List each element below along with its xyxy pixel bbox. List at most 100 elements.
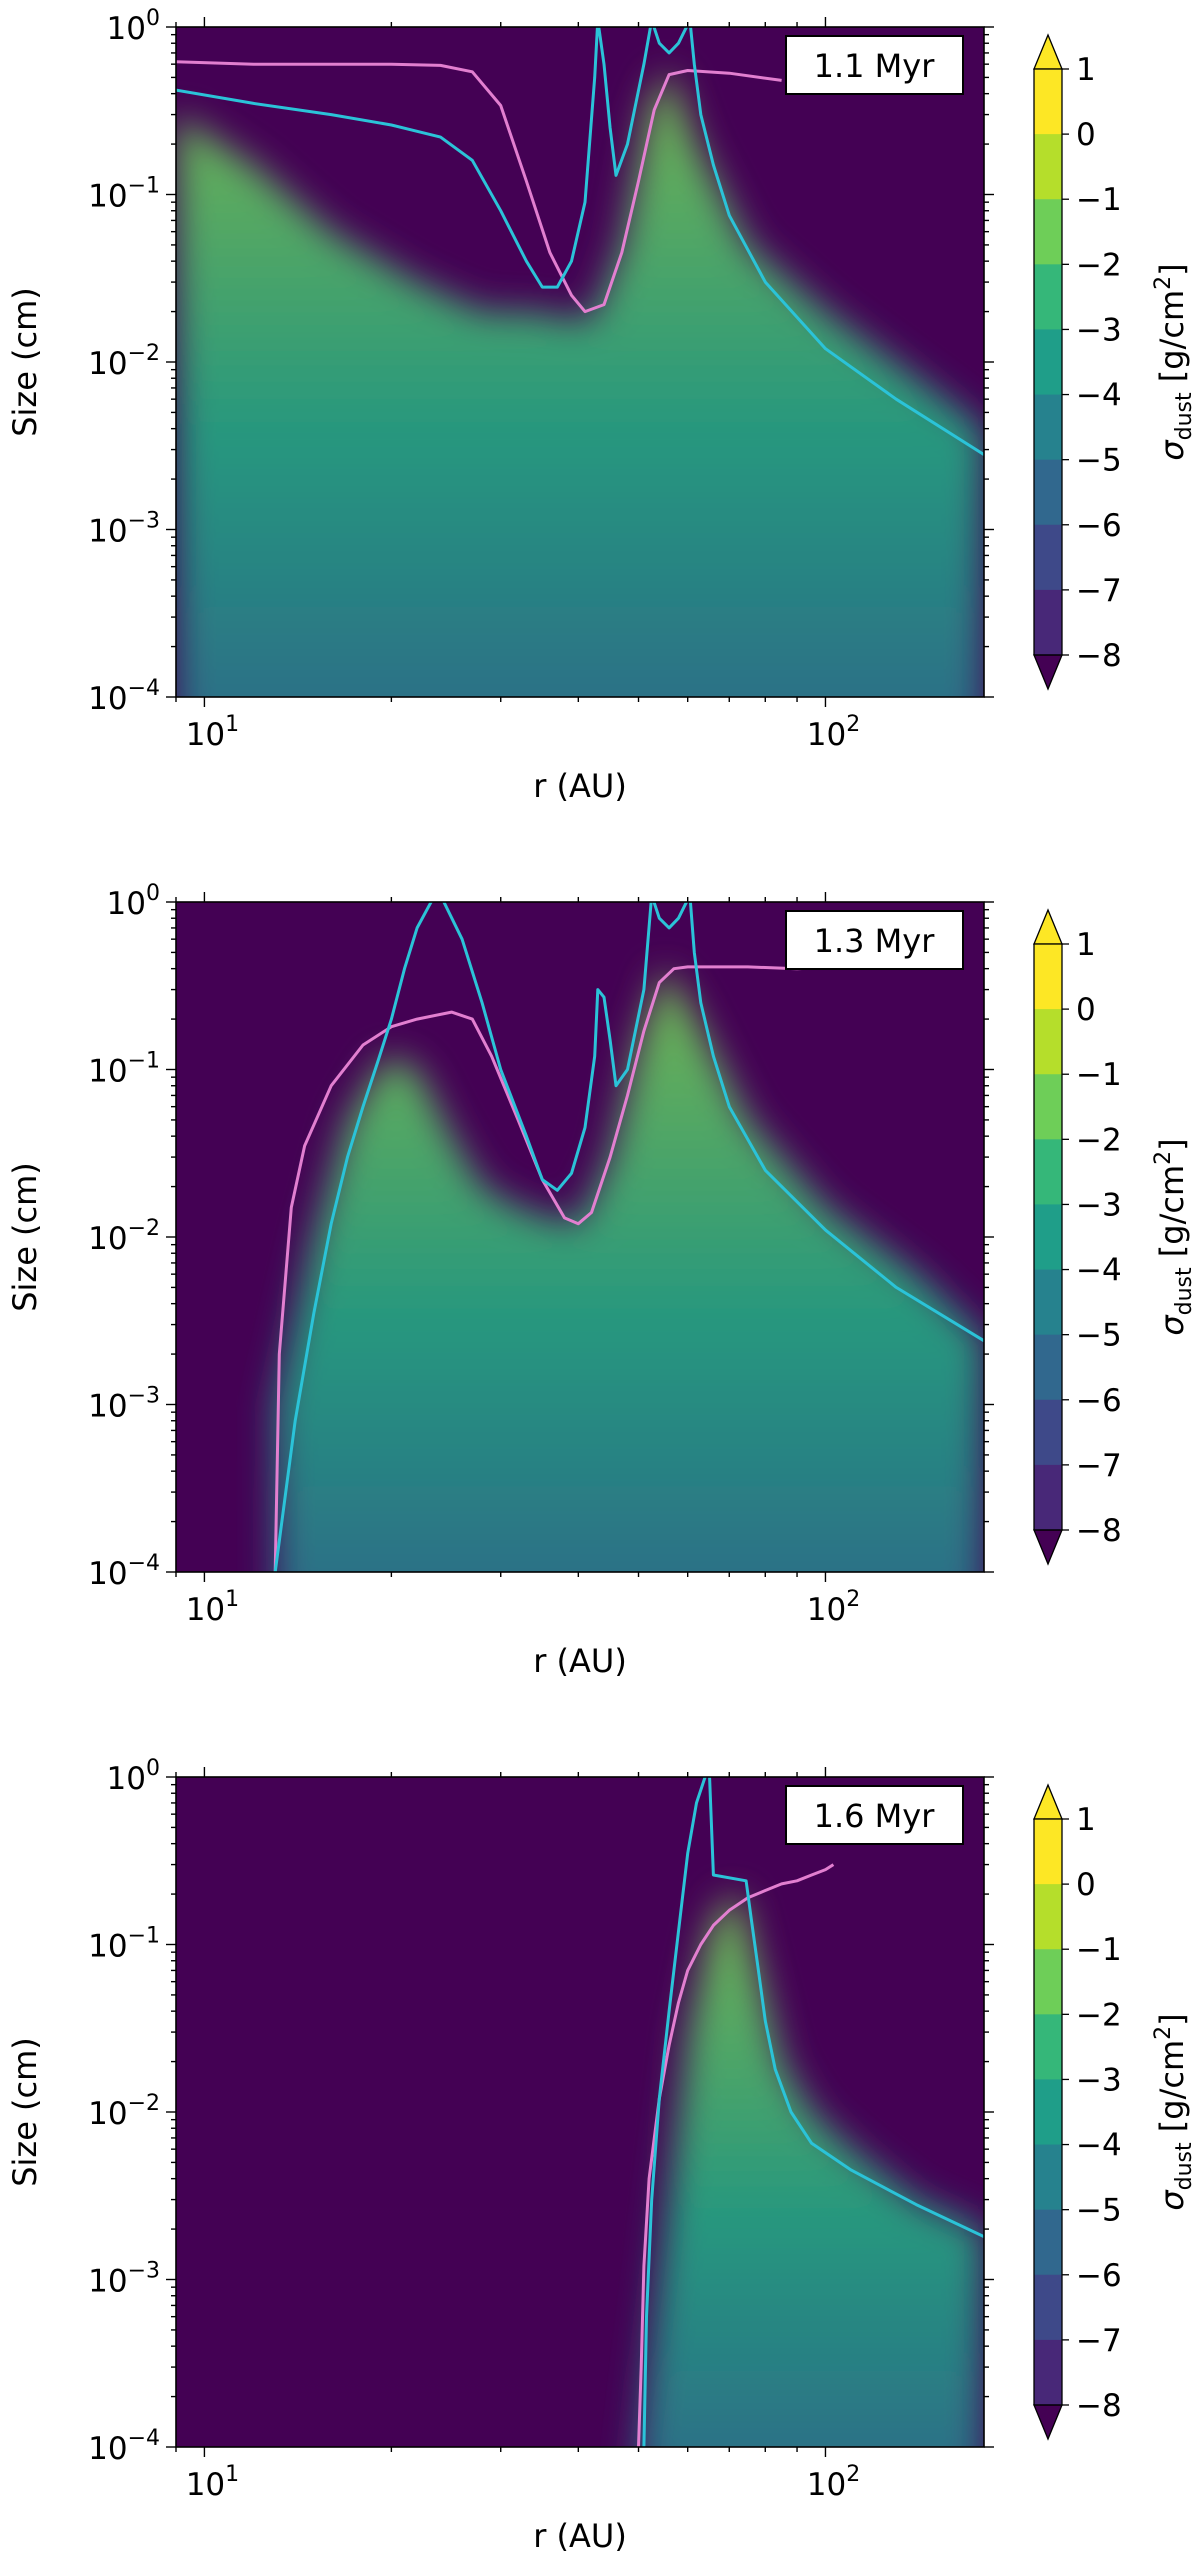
colorbar-label-end: ] bbox=[1153, 1138, 1191, 1150]
y-tick-label: 10−4 bbox=[88, 676, 160, 717]
x-tick-label: 102 bbox=[807, 2462, 860, 2503]
dust-ridge bbox=[638, 1894, 984, 2447]
colorbar-band bbox=[1034, 1399, 1062, 1466]
y-tick-base: 10 bbox=[88, 1929, 127, 1965]
y-tick-exponent: −4 bbox=[128, 2426, 160, 2451]
colorbar-label-subscript: dust bbox=[1172, 392, 1197, 440]
y-tick-exponent: −2 bbox=[128, 341, 160, 366]
time-label-box bbox=[785, 35, 964, 95]
y-tick-exponent: 0 bbox=[146, 1756, 160, 1781]
x-axis-label: r (AU) bbox=[533, 767, 627, 805]
colorbar-tick-label: 1 bbox=[1076, 52, 1096, 88]
colorbar-tick-label: −2 bbox=[1076, 247, 1122, 283]
colorbar-tick-label: −1 bbox=[1076, 1057, 1122, 1093]
colorbar-tick-label: −5 bbox=[1076, 1318, 1122, 1354]
colorbar-tick-label: 0 bbox=[1076, 117, 1096, 153]
time-label-box bbox=[785, 1785, 964, 1845]
colorbar-label-superscript: 2 bbox=[1151, 2026, 1176, 2040]
colorbar-band bbox=[1034, 589, 1062, 656]
colorbar-frame bbox=[1033, 68, 1063, 656]
y-tick-exponent: −3 bbox=[128, 2259, 160, 2284]
series-line-2 bbox=[273, 902, 984, 1572]
y-tick-label: 10−3 bbox=[88, 1384, 160, 1425]
y-tick-base: 10 bbox=[107, 886, 146, 922]
colorbar-tick-label: −4 bbox=[1076, 378, 1122, 414]
y-tick-exponent: −1 bbox=[128, 174, 160, 199]
colorbar-band bbox=[1034, 2274, 1062, 2341]
colorbar-band bbox=[1034, 2079, 1062, 2146]
y-tick-label: 10−4 bbox=[88, 1551, 160, 1592]
y-tick-label: 10−2 bbox=[88, 2091, 160, 2132]
x-tick-base: 10 bbox=[807, 2467, 846, 2503]
series-line-2 bbox=[176, 27, 984, 456]
dust-distribution bbox=[638, 1894, 984, 2447]
y-tick-exponent: −2 bbox=[128, 1216, 160, 1241]
colorbar-band bbox=[1034, 944, 1062, 1010]
y-tick-label: 100 bbox=[107, 1756, 160, 1797]
colorbar-label: σdust [g/cm2] bbox=[1151, 1138, 1197, 1335]
x-tick-label: 101 bbox=[186, 712, 239, 753]
colorbar-tick-label: −7 bbox=[1076, 573, 1122, 609]
colorbar-tick-label: −5 bbox=[1076, 443, 1122, 479]
y-tick-label: 100 bbox=[107, 881, 160, 922]
y-tick-exponent: −1 bbox=[128, 1049, 160, 1074]
colorbar-band bbox=[1034, 2209, 1062, 2276]
x-axis-label: r (AU) bbox=[533, 2517, 627, 2555]
colorbar-label-end: ] bbox=[1153, 263, 1191, 275]
colorbar-band bbox=[1034, 134, 1062, 200]
y-tick-base: 10 bbox=[88, 1054, 127, 1090]
colorbar: 1 0 −1 −2 −3 −4 −5 −6 −7 −8 σdust [g/cm2] bbox=[1033, 908, 1197, 1566]
colorbar-label-symbol: σ bbox=[1153, 2189, 1191, 2211]
colorbar-label-subscript: dust bbox=[1172, 2142, 1197, 2190]
colorbar: 1 0 −1 −2 −3 −4 −5 −6 −7 −8 σdust [g/cm2] bbox=[1033, 33, 1197, 691]
time-label-box bbox=[785, 910, 964, 970]
colorbar-band bbox=[1034, 69, 1062, 135]
colorbar-tick-label: −6 bbox=[1076, 1383, 1122, 1419]
x-tick-exponent: 2 bbox=[846, 1587, 860, 1612]
y-tick-exponent: −3 bbox=[128, 1384, 160, 1409]
colorbar-frame bbox=[1033, 1818, 1063, 2406]
colorbar-tick-label: 0 bbox=[1076, 1867, 1096, 1903]
y-tick-base: 10 bbox=[88, 1221, 127, 1257]
x-tick-exponent: 2 bbox=[846, 2462, 860, 2487]
x-tick-label: 102 bbox=[807, 712, 860, 753]
colorbar-band bbox=[1034, 459, 1062, 526]
colorbar-extend-max bbox=[1033, 33, 1063, 70]
colorbar-label-units: [g/cm bbox=[1153, 1165, 1191, 1268]
y-axis-label: Size (cm) bbox=[6, 287, 44, 437]
colorbar-tick-label: −2 bbox=[1076, 1997, 1122, 2033]
x-tick-exponent: 1 bbox=[225, 1587, 239, 1612]
y-tick-label: 10−1 bbox=[88, 1049, 160, 1090]
colorbar-band bbox=[1034, 264, 1062, 331]
y-tick-base: 10 bbox=[88, 2431, 127, 2467]
colorbar-tick-label: −3 bbox=[1076, 312, 1122, 348]
colorbar-label-symbol: σ bbox=[1153, 1314, 1191, 1336]
series-line-2 bbox=[642, 1777, 984, 2447]
colorbar-tick-label: −1 bbox=[1076, 182, 1122, 218]
colorbar-label-symbol: σ bbox=[1153, 439, 1191, 461]
colorbar: 1 0 −1 −2 −3 −4 −5 −6 −7 −8 σdust [g/cm2] bbox=[1033, 1783, 1197, 2441]
y-tick-label: 10−2 bbox=[88, 341, 160, 382]
y-tick-label: 10−4 bbox=[88, 2426, 160, 2467]
x-axis-label: r (AU) bbox=[533, 1642, 627, 1680]
colorbar-tick-label: −1 bbox=[1076, 1932, 1122, 1968]
y-tick-exponent: −1 bbox=[128, 1924, 160, 1949]
colorbar-band bbox=[1034, 524, 1062, 591]
x-tick-label: 102 bbox=[807, 1587, 860, 1628]
series-line-1 bbox=[273, 965, 834, 1572]
y-tick-base: 10 bbox=[88, 2096, 127, 2132]
x-tick-base: 10 bbox=[807, 717, 846, 753]
colorbar-band bbox=[1034, 1819, 1062, 1885]
y-tick-label: 10−3 bbox=[88, 509, 160, 550]
colorbar-band bbox=[1034, 1884, 1062, 1950]
colorbar-tick-label: −7 bbox=[1076, 2323, 1122, 2359]
x-tick-label: 101 bbox=[186, 2462, 239, 2503]
colorbar-label-units: [g/cm bbox=[1153, 290, 1191, 393]
colorbar-band bbox=[1034, 2014, 1062, 2081]
colorbar-tick-label: −3 bbox=[1076, 1187, 1122, 1223]
y-tick-base: 10 bbox=[88, 179, 127, 215]
x-tick-base: 10 bbox=[186, 1592, 225, 1628]
